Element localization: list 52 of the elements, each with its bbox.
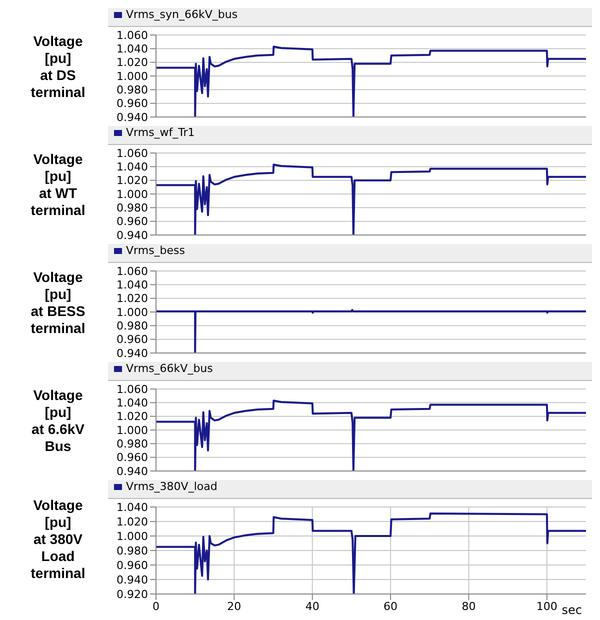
legend-label: Vrms_syn_66kV_bus (126, 8, 238, 21)
y-tick-label: 1.040 (116, 278, 148, 292)
y-tick-label: 1.040 (116, 42, 148, 56)
y-tick-label: 1.000 (116, 424, 148, 437)
legend-label: Vrms_380V_load (126, 480, 218, 493)
y-tick-label: 1.020 (116, 292, 148, 306)
y-tick-label: 1.000 (116, 530, 148, 543)
y-tick-label: 0.960 (116, 333, 148, 346)
y-tick-label: 1.020 (116, 515, 148, 528)
x-tick-label: 60 (384, 600, 398, 613)
y-axis-title: Voltage [pu] at 6.6kV Bus (30, 387, 86, 455)
x-tick-label: 0 (152, 600, 160, 613)
y-tick-label: 0.920 (116, 588, 148, 601)
y-tick-label: 1.040 (116, 396, 148, 410)
y-tick-label: 0.940 (116, 464, 148, 478)
y-tick-label: 0.960 (116, 215, 148, 228)
x-tick-label: 40 (305, 600, 320, 613)
y-tick-label: 0.960 (116, 97, 148, 110)
x-tick-label: 100 (536, 600, 558, 613)
y-tick-label: 0.940 (116, 346, 148, 360)
y-axis-title: Voltage [pu] at 380V Load terminal (30, 496, 86, 582)
y-tick-label: 0.940 (116, 110, 148, 124)
y-tick-label: 0.940 (116, 228, 148, 242)
y-tick-label: 0.940 (116, 573, 148, 586)
y-axis-title: Voltage [pu] at WT terminal (30, 151, 86, 219)
y-tick-label: 1.040 (116, 500, 148, 514)
y-tick-label: 0.980 (116, 320, 148, 333)
y-tick-label: 0.980 (116, 202, 148, 215)
legend-label: Vrms_66kV_bus (126, 362, 213, 375)
y-tick-label: 1.060 (116, 28, 148, 42)
legend-label: Vrms_bess (126, 244, 186, 257)
y-tick-label: 1.040 (116, 160, 148, 174)
y-axis-title: Voltage [pu] at DS terminal (30, 33, 86, 101)
y-tick-label: 1.020 (116, 56, 148, 70)
legend-label: Vrms_wf_Tr1 (126, 126, 195, 139)
y-tick-label: 0.960 (116, 558, 148, 572)
y-tick-label: 1.020 (116, 174, 148, 188)
y-tick-label: 0.980 (116, 438, 148, 451)
y-tick-label: 0.980 (116, 544, 148, 558)
y-tick-label: 1.060 (116, 264, 148, 278)
y-tick-label: 1.060 (116, 146, 148, 160)
x-tick-label: 80 (462, 600, 476, 613)
y-tick-label: 1.000 (116, 306, 148, 319)
y-tick-label: 1.020 (116, 410, 148, 424)
y-tick-label: 1.060 (116, 382, 148, 396)
x-tick-label: 20 (227, 600, 242, 613)
y-tick-label: 1.000 (116, 70, 148, 83)
y-tick-label: 1.000 (116, 188, 148, 201)
y-tick-label: 0.960 (116, 451, 148, 464)
y-axis-title: Voltage [pu] at BESS terminal (30, 269, 86, 337)
x-axis-title: sec (562, 603, 582, 617)
y-tick-label: 0.980 (116, 84, 148, 97)
